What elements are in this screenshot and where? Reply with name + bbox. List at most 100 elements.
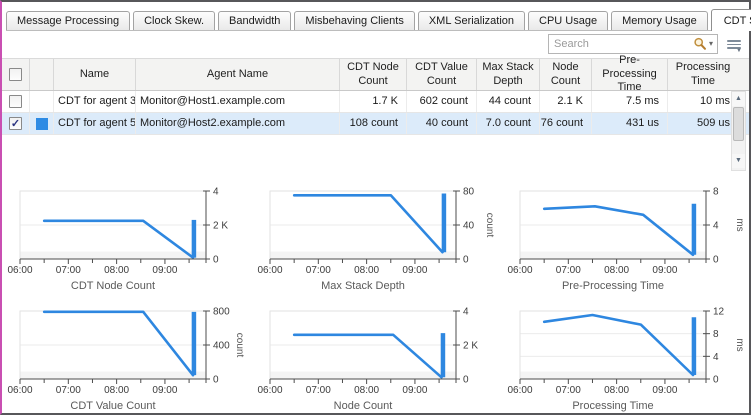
svg-text:06:00: 06:00 <box>507 265 532 276</box>
row-value: 44 count <box>477 91 540 112</box>
column-header-processing-time[interactable]: Processing Time <box>675 60 731 87</box>
svg-text:06:00: 06:00 <box>7 265 32 276</box>
swatch-header-cell[interactable] <box>30 59 54 90</box>
row-value: 108 count <box>340 113 407 134</box>
row-checkbox-cell <box>2 91 30 112</box>
svg-text:count: count <box>484 213 495 238</box>
column-header-pre-processing-time[interactable]: Pre-Processing Time <box>592 54 668 93</box>
svg-text:4: 4 <box>213 187 219 198</box>
svg-text:40: 40 <box>463 221 475 232</box>
svg-text:09:00: 09:00 <box>152 265 177 276</box>
svg-text:0: 0 <box>463 255 469 266</box>
row-name: CDT for agent 5 <box>54 113 136 134</box>
svg-text:0: 0 <box>463 375 469 386</box>
tab-bandwidth[interactable]: Bandwidth <box>218 11 292 30</box>
chevron-down-icon[interactable]: ▾ <box>708 39 713 48</box>
svg-text:count: count <box>234 333 245 358</box>
scroll-thumb[interactable] <box>733 107 744 141</box>
tab-cpu-usage[interactable]: CPU Usage <box>528 11 609 30</box>
scroll-track[interactable] <box>732 106 745 154</box>
svg-text:4: 4 <box>713 221 719 232</box>
svg-text:2 K: 2 K <box>463 341 478 352</box>
svg-text:8: 8 <box>713 187 719 198</box>
row-agent-name: Monitor@Host2.example.com <box>136 113 340 134</box>
row-value: 431 us <box>592 113 668 134</box>
search-box[interactable]: ▾ <box>548 34 718 54</box>
svg-text:Pre-Processing Time: Pre-Processing Time <box>562 280 664 292</box>
svg-text:06:00: 06:00 <box>257 385 282 396</box>
table-body: CDT for agent 3 Monitor@Host1.example.com… <box>2 91 749 135</box>
row-value: 7.0 count <box>477 113 540 134</box>
svg-text:12: 12 <box>713 307 725 318</box>
search-input[interactable] <box>549 38 692 50</box>
svg-text:0: 0 <box>213 375 219 386</box>
row-value: 2.1 K <box>540 91 592 112</box>
chart-cdt-value-count: 06:00 07:00 08:00 09:00 0 400 800 count CDT Valu… <box>7 307 245 413</box>
scroll-up-button[interactable]: ▲ <box>732 92 745 106</box>
tab-cdt-submission[interactable]: CDT Submission <box>710 9 751 31</box>
swatch-cell <box>30 113 54 134</box>
svg-text:08:00: 08:00 <box>104 265 129 276</box>
select-all-checkbox[interactable] <box>9 68 22 81</box>
chart-cdt-node-count: 06:00 07:00 08:00 09:00 0 2 K 4 CDT Node Count <box>7 187 228 293</box>
svg-text:CDT Value Count: CDT Value Count <box>70 400 155 412</box>
svg-text:ms: ms <box>734 218 745 231</box>
svg-text:2 K: 2 K <box>213 221 228 232</box>
column-header-cdt-node-count[interactable]: CDT Node Count <box>340 59 407 90</box>
column-header-max-stack-depth[interactable]: Max Stack Depth <box>477 59 540 90</box>
tab-misbehaving-clients[interactable]: Misbehaving Clients <box>294 11 415 30</box>
tab-message-processing[interactable]: Message Processing <box>6 11 131 30</box>
charts-grid: 06:00 07:00 08:00 09:00 0 2 K 4 CDT Node Count 0… <box>6 183 746 415</box>
svg-text:07:00: 07:00 <box>56 385 81 396</box>
svg-text:06:00: 06:00 <box>7 385 32 396</box>
column-chooser-icon[interactable]: ▼ <box>727 38 742 54</box>
tab-clock-skew[interactable]: Clock Skew. <box>133 11 216 30</box>
row-value: 76 count <box>540 113 592 134</box>
svg-text:08:00: 08:00 <box>604 385 629 396</box>
swatch-cell <box>30 91 54 112</box>
column-header-agent-name[interactable]: Agent Name <box>136 59 340 90</box>
column-header-name[interactable]: Name <box>54 59 136 90</box>
svg-text:09:00: 09:00 <box>652 265 677 276</box>
svg-text:4: 4 <box>713 352 719 363</box>
row-value: 1.7 K <box>340 91 407 112</box>
svg-text:07:00: 07:00 <box>556 385 581 396</box>
table-header: Name Agent Name CDT Node Count CDT Value Co… <box>2 54 749 93</box>
row-name: CDT for agent 3 <box>54 91 136 112</box>
table-scrollbar[interactable]: ▲ ▼ <box>731 91 746 171</box>
tab-memory-usage[interactable]: Memory Usage <box>611 11 708 30</box>
chart-processing-time: 06:00 07:00 08:00 09:00 0 4 8 12 ms Processing Ti… <box>507 307 745 413</box>
svg-text:80: 80 <box>463 187 475 198</box>
chart-pre-processing-time: 06:00 07:00 08:00 09:00 0 4 8 ms Pre-Processing … <box>507 187 745 293</box>
column-chooser-line <box>727 40 741 42</box>
scroll-down-button[interactable]: ▼ <box>732 154 745 168</box>
agents-table: Name Agent Name CDT Node Count CDT Value Co… <box>2 54 749 135</box>
svg-text:07:00: 07:00 <box>306 385 331 396</box>
svg-text:09:00: 09:00 <box>152 385 177 396</box>
magnifier-icon[interactable] <box>692 36 708 52</box>
chart-max-stack-depth: 06:00 07:00 08:00 09:00 0 40 80 count Max Stack … <box>257 187 495 293</box>
column-header-node-count[interactable]: Node Count <box>540 59 592 90</box>
tab-bar: Message Processing Clock Skew. Bandwidth Mi… <box>6 4 751 31</box>
grid-toolbar: ▾ ▼ <box>2 31 749 57</box>
table-row[interactable]: CDT for agent 3 Monitor@Host1.example.com… <box>2 91 749 113</box>
row-checkbox[interactable] <box>9 95 22 108</box>
svg-text:Processing Time: Processing Time <box>572 400 653 412</box>
svg-text:06:00: 06:00 <box>507 385 532 396</box>
row-checkbox[interactable]: ✓ <box>9 117 22 130</box>
column-chooser-line <box>727 43 741 45</box>
svg-text:8: 8 <box>713 329 719 340</box>
tab-xml-serialization[interactable]: XML Serialization <box>417 11 526 30</box>
svg-text:09:00: 09:00 <box>402 265 427 276</box>
select-all-header-cell[interactable] <box>2 59 30 90</box>
svg-text:08:00: 08:00 <box>354 385 379 396</box>
row-agent-name: Monitor@Host1.example.com <box>136 91 340 112</box>
table-row[interactable]: ✓ CDT for agent 5 Monitor@Host2.example.co… <box>2 113 749 135</box>
svg-text:Max Stack Depth: Max Stack Depth <box>321 280 405 292</box>
svg-text:400: 400 <box>213 341 230 352</box>
row-value: 7.5 ms <box>592 91 668 112</box>
column-header-cdt-value-count[interactable]: CDT Value Count <box>407 59 477 90</box>
svg-text:0: 0 <box>713 375 719 386</box>
svg-text:08:00: 08:00 <box>604 265 629 276</box>
svg-text:0: 0 <box>713 255 719 266</box>
